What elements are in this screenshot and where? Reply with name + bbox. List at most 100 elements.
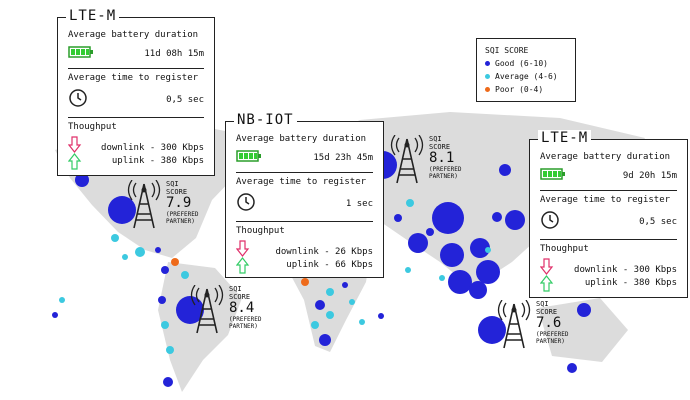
throughput-lines: downlink - 300 Kbps uplink - 380 Kbps: [82, 142, 204, 168]
battery-icon-part: [244, 153, 248, 159]
clock-icon-part: [541, 211, 559, 229]
tower-icon-part: [141, 187, 147, 193]
tower-note: (PREFERED PARTNER): [429, 166, 462, 180]
uplink: uplink - 380 Kbps: [111, 155, 204, 166]
map-dot: [470, 238, 490, 258]
map-dot: [171, 258, 179, 266]
battery-label: Average battery duration: [236, 134, 367, 144]
map-dot: [135, 247, 145, 257]
battery-icon: [68, 45, 94, 62]
battery-icon: [540, 167, 566, 184]
clock-icon-part: [237, 193, 255, 211]
tower-score: 8.1: [429, 150, 455, 166]
map-dot: [359, 319, 365, 325]
battery-icon-part: [558, 171, 561, 177]
throughput-row: downlink - 26 Kbps uplink - 66 Kbps: [235, 240, 373, 277]
throughput-label: Thoughput: [68, 122, 117, 132]
arrows-icon: [235, 240, 250, 277]
legend-item: Average (4-6): [485, 72, 567, 81]
tower-icon-part: [204, 292, 210, 298]
tower-icon-part: [497, 299, 531, 349]
map-dot: [111, 234, 119, 242]
map-dot: [505, 210, 525, 230]
clock-icon: [236, 192, 256, 215]
battery-row: 15d 23h 45m: [236, 149, 373, 166]
tower-score: 8.4: [229, 300, 255, 316]
register-label: Average time to register: [540, 195, 671, 205]
downlink: downlink - 300 Kbps: [101, 142, 204, 153]
tower-label: SQI SCORE: [229, 285, 251, 301]
clock-icon-part: [237, 193, 255, 211]
tower-label: SQI SCORE: [429, 135, 451, 151]
tower-icon-part: [390, 134, 424, 184]
map-dot: [326, 288, 334, 296]
tower-label: SQI SCORE: [536, 300, 558, 316]
legend-item: Good (6-10): [485, 59, 567, 68]
map-dot: [485, 247, 491, 253]
map-dot: [378, 313, 384, 319]
legend-dot: [485, 61, 490, 66]
battery-icon-part: [249, 153, 253, 159]
battery-icon-part: [68, 46, 93, 58]
arrows-icon-part: [539, 258, 554, 292]
tower: SQI SCORE 7.9 (PREFERED PARTNER): [122, 179, 214, 234]
south-america: [158, 262, 242, 392]
battery-icon-part: [81, 49, 85, 55]
battery-icon-part: [71, 49, 75, 55]
uplink: uplink - 380 Kbps: [584, 277, 677, 288]
battery-icon-part: [254, 153, 257, 159]
tower-icon-part: [127, 179, 161, 201]
info-card: LTE-M Average battery duration 11d 08h 15m…: [57, 8, 215, 176]
map-dot: [122, 254, 128, 260]
clock-icon: [68, 88, 88, 111]
map-dot: [181, 271, 189, 279]
battery-label: Average battery duration: [68, 30, 199, 40]
map-dot: [166, 346, 174, 354]
battery-value: 15d 23h 45m: [313, 152, 373, 163]
map-dot: [301, 278, 309, 286]
tower-icon-part: [196, 288, 218, 334]
clock-icon: [540, 210, 560, 233]
map-dot: [326, 311, 334, 319]
register-value: 0,5 sec: [639, 216, 677, 227]
map-dot: [75, 173, 89, 187]
battery-row: 9d 20h 15m: [540, 167, 677, 184]
tower-icon-part: [190, 284, 224, 334]
map-dot: [155, 247, 161, 253]
throughput-row: downlink - 300 Kbps uplink - 380 Kbps: [67, 136, 204, 173]
map-dot: [426, 228, 434, 236]
map-dot: [176, 296, 204, 324]
info-card: NB-IOT Average battery duration 15d 23h 45…: [225, 112, 384, 278]
tower-icon: [185, 284, 229, 339]
tower: SQI SCORE 8.4 (PREFERED PARTNER): [185, 284, 277, 339]
map-dot: [567, 363, 577, 373]
battery-icon-part: [90, 50, 93, 54]
battery-icon-part: [236, 150, 261, 162]
register-section: Average time to register 1 sec: [236, 173, 373, 222]
tower-note: (PREFERED PARTNER): [166, 211, 199, 225]
tower-icon-part: [190, 284, 224, 306]
map-dot: [408, 233, 428, 253]
battery-icon-part: [562, 172, 565, 176]
clock-icon-part: [541, 211, 559, 229]
throughput-row: downlink - 300 Kbps uplink - 380 Kbps: [539, 258, 677, 295]
map-dot: [406, 199, 414, 207]
tower: SQI SCORE 8.1 (PREFERED PARTNER): [385, 134, 477, 189]
clock-icon-part: [69, 89, 87, 107]
throughput-lines: downlink - 26 Kbps uplink - 66 Kbps: [250, 246, 373, 272]
arrows-icon-part: [539, 275, 554, 292]
register-row: 0,5 sec: [540, 210, 677, 233]
battery-icon-part: [258, 154, 261, 158]
map-dot: [342, 282, 348, 288]
battery-icon-part: [548, 171, 552, 177]
throughput-lines: downlink - 300 Kbps uplink - 380 Kbps: [554, 264, 677, 290]
tower-note: (PREFERED PARTNER): [229, 316, 262, 330]
battery-icon-part: [540, 168, 565, 180]
clock-icon-part: [245, 197, 250, 205]
battery-value: 11d 08h 15m: [144, 48, 204, 59]
map-dot: [432, 202, 464, 234]
tower-icon-part: [396, 138, 418, 184]
tower-label: SQI SCORE: [166, 180, 188, 196]
downlink: downlink - 26 Kbps: [275, 246, 373, 257]
tower-icon-part: [404, 142, 410, 148]
